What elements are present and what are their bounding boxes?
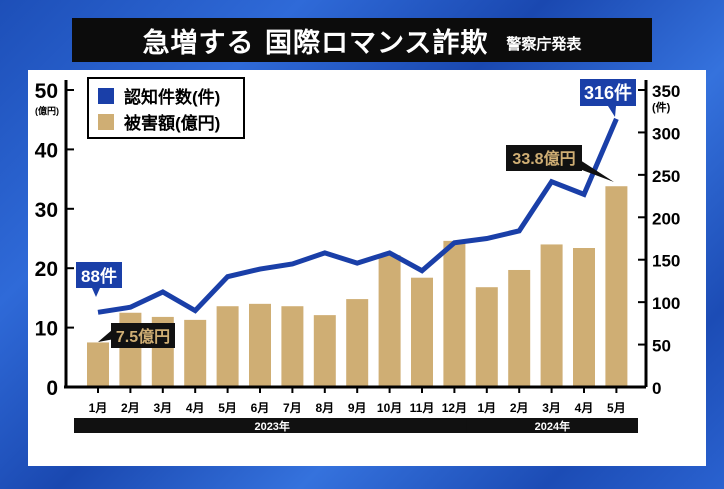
right-tick-label: 50: [652, 337, 671, 356]
source-label: 警察庁発表: [506, 34, 582, 53]
left-tick-label: 50: [35, 80, 58, 103]
x-tick-label: 3月: [153, 401, 172, 415]
callout-88: 88件: [81, 266, 117, 286]
bar: [605, 186, 628, 387]
bar: [443, 240, 466, 387]
x-tick-label: 12月: [442, 401, 467, 415]
callout-box-33.8: [506, 145, 582, 171]
bar: [540, 244, 563, 387]
x-tick-label: 5月: [607, 401, 626, 415]
callout-box-88: [76, 262, 122, 288]
x-tick-label: 2月: [510, 401, 529, 415]
year-bar: [74, 418, 471, 433]
callout-pointer-88: [92, 288, 100, 297]
x-tick-label: 6月: [251, 401, 270, 415]
bar: [378, 255, 401, 387]
callout-316: 316件: [584, 82, 632, 103]
left-tick-label: 20: [35, 258, 58, 281]
bar: [346, 299, 369, 387]
x-tick-label: 1月: [477, 401, 496, 415]
x-tick-label: 10月: [377, 401, 402, 415]
bar: [475, 287, 498, 387]
x-tick-label: 4月: [186, 401, 205, 415]
bar: [87, 342, 109, 387]
right-tick-label: 200: [652, 209, 680, 228]
x-tick-label: 11月: [410, 401, 435, 415]
count-line: [97, 117, 619, 315]
x-tick-label: 8月: [315, 401, 334, 415]
x-tick-label: 7月: [283, 401, 302, 415]
callout-pointer-33.8: [580, 160, 614, 182]
bar: [281, 306, 304, 387]
bar: [313, 315, 336, 387]
right-tick-label: 0: [652, 379, 661, 398]
legend-swatch-damage: [98, 114, 114, 130]
year-label: 2024年: [535, 419, 570, 433]
legend-swatch-count: [98, 88, 114, 104]
callout-box-316: [580, 79, 636, 106]
legend-label-damage: 被害額(億円): [124, 113, 220, 133]
right-axis-unit: (件): [652, 100, 671, 114]
left-tick-label: 30: [35, 199, 58, 222]
bar: [508, 269, 531, 387]
callout-pointer-7.5: [98, 330, 120, 342]
left-tick-label: 40: [35, 139, 58, 162]
x-tick-label: 9月: [348, 401, 367, 415]
x-tick-label: 2月: [121, 401, 140, 415]
chart-title: 急増する 国際ロマンス詐欺: [142, 27, 489, 59]
right-tick-label: 150: [652, 252, 680, 271]
bar: [249, 303, 271, 387]
bar: [411, 277, 433, 387]
right-tick-label: 350: [652, 82, 680, 101]
right-tick-label: 300: [652, 124, 680, 143]
left-axis-unit: (億円): [35, 105, 59, 116]
bar: [216, 306, 239, 387]
year-label: 2023年: [254, 419, 289, 433]
callout-pointer-316: [608, 106, 616, 117]
right-tick-label: 100: [652, 294, 680, 313]
callout-33.8: 33.8億円: [512, 149, 575, 168]
x-tick-label: 3月: [542, 401, 561, 415]
year-bar: [466, 418, 638, 433]
x-tick-label: 5月: [218, 401, 237, 415]
x-tick-label: 1月: [89, 401, 108, 415]
legend-label-count: 認知件数(件): [124, 87, 220, 107]
bar: [573, 248, 595, 387]
bar: [184, 319, 207, 387]
right-tick-label: 250: [652, 167, 680, 186]
x-tick-label: 4月: [575, 401, 594, 415]
callout-box-7.5: [111, 323, 175, 348]
callout-7.5: 7.5億円: [116, 327, 170, 346]
left-tick-label: 0: [46, 377, 58, 400]
left-tick-label: 10: [35, 318, 58, 341]
title-bar: 急増する 国際ロマンス詐欺 警察庁発表: [72, 18, 652, 62]
